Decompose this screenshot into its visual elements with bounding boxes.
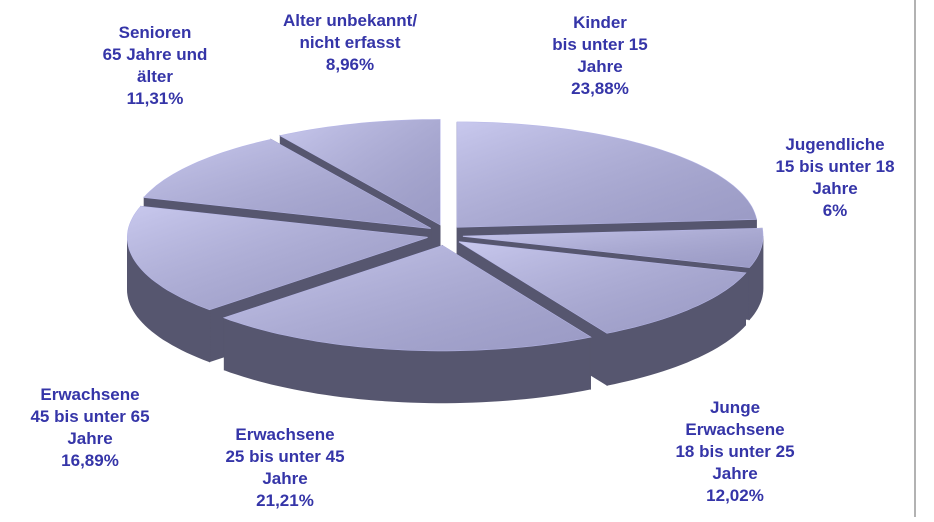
slice-label: Jahre bbox=[577, 57, 622, 76]
value-label: 21,21% bbox=[256, 491, 314, 510]
pie bbox=[127, 119, 764, 404]
slice-label: 15 bis unter 18 bbox=[775, 157, 894, 176]
slice-label: nicht erfasst bbox=[299, 33, 400, 52]
slice-label: Erwachsene bbox=[685, 420, 784, 439]
slice-label: Kinder bbox=[573, 13, 627, 32]
slice-label: Erwachsene bbox=[40, 385, 139, 404]
slice-shade bbox=[224, 245, 591, 351]
slice-label: 25 bis unter 45 bbox=[225, 447, 344, 466]
slice-label: Junge bbox=[710, 398, 760, 417]
slice-shade bbox=[462, 228, 763, 268]
slice-label: Jahre bbox=[712, 464, 757, 483]
labels: Kinder bis unter 15 Jahre 23,88% Jugendliche… bbox=[30, 11, 894, 510]
slice-label: Jahre bbox=[67, 429, 112, 448]
slice-label: Erwachsene bbox=[235, 425, 334, 444]
slice-label: 45 bis unter 65 bbox=[30, 407, 149, 426]
slice-shade bbox=[459, 241, 746, 334]
slice-label: 18 bis unter 25 bbox=[675, 442, 794, 461]
slice-shade bbox=[127, 206, 428, 310]
slice-label: Alter unbekannt/ bbox=[283, 11, 417, 30]
slice-shade bbox=[457, 122, 757, 228]
slice-shade bbox=[144, 139, 431, 229]
slice-label: Jugendliche bbox=[785, 135, 884, 154]
value-label: 12,02% bbox=[706, 486, 764, 505]
slice-label: Senioren bbox=[119, 23, 192, 42]
slice bbox=[222, 244, 592, 404]
slice-label: älter bbox=[137, 67, 173, 86]
slice-shade bbox=[280, 119, 440, 225]
slice-label: Jahre bbox=[812, 179, 857, 198]
value-label: 6% bbox=[823, 201, 848, 220]
value-label: 11,31% bbox=[127, 89, 184, 108]
slice-label: 65 Jahre und bbox=[103, 45, 208, 64]
value-label: 16,89% bbox=[61, 451, 119, 470]
slice-label: Jahre bbox=[262, 469, 307, 488]
value-label: 23,88% bbox=[571, 79, 629, 98]
value-label: 8,96% bbox=[326, 55, 374, 74]
slice-label: bis unter 15 bbox=[552, 35, 647, 54]
